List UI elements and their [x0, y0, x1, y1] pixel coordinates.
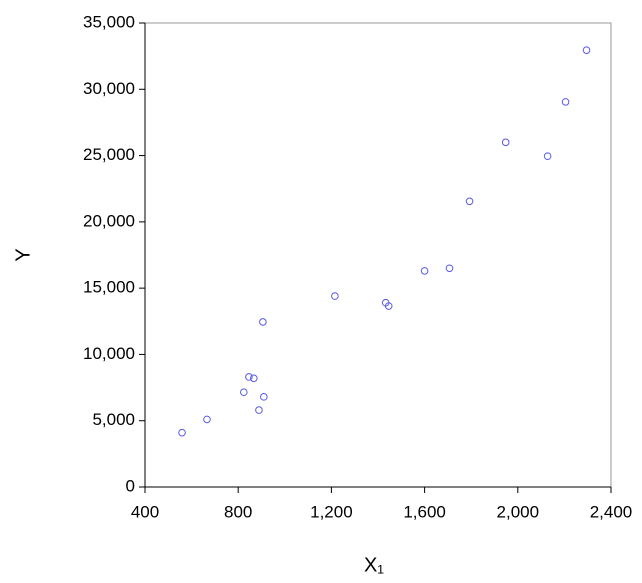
y-tick-label: 0: [126, 476, 135, 495]
x-axis-title: X₁: [364, 554, 384, 576]
x-tick-label: 1,600: [403, 502, 446, 521]
point: [239, 388, 248, 397]
y-tick-label: 5,000: [92, 410, 135, 429]
x-tick-label: 2,000: [497, 502, 540, 521]
x-tick-label: 400: [131, 502, 159, 521]
point: [331, 292, 339, 300]
point: [582, 46, 591, 54]
x-tick-label: 2,400: [590, 502, 633, 521]
y-tick-label: 15,000: [83, 278, 135, 297]
point: [178, 428, 186, 437]
point: [465, 197, 474, 206]
point: [420, 267, 429, 275]
y-tick-label: 30,000: [83, 79, 135, 98]
x-tick-label: 1,200: [310, 502, 353, 521]
point: [255, 406, 263, 414]
y-tick-label: 25,000: [83, 145, 135, 164]
point: [561, 98, 570, 106]
y-tick-label: 10,000: [83, 344, 135, 363]
plot-frame: [144, 22, 612, 488]
point: [501, 138, 510, 147]
point: [245, 373, 253, 381]
point: [260, 393, 268, 401]
y-tick-label: 20,000: [83, 211, 135, 230]
point: [259, 318, 267, 326]
x-tick-label: 800: [224, 502, 252, 521]
y-axis-title: Y: [12, 248, 34, 261]
point: [203, 415, 211, 424]
point: [543, 152, 552, 161]
point: [384, 302, 393, 310]
point: [250, 374, 258, 383]
y-tick-label: 35,000: [83, 12, 135, 31]
point: [445, 264, 454, 273]
